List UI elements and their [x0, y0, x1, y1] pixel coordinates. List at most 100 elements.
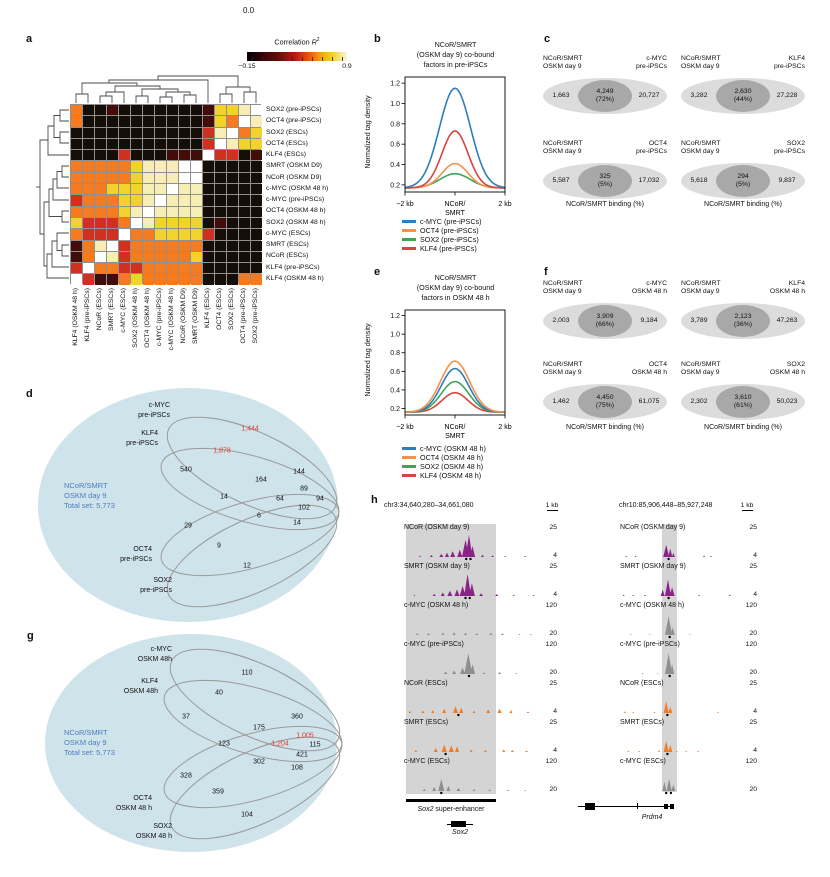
heatmap-cell	[167, 138, 178, 150]
track-signal	[403, 650, 545, 682]
heatmap-cell	[131, 184, 142, 195]
legend-entry: SOX2 (pre-iPSCs)	[402, 235, 482, 244]
heatmap-cell	[83, 161, 94, 172]
colorbar-max-label: 0.9	[342, 63, 352, 70]
track-scale-min: 20	[749, 669, 757, 676]
venn-count: 144	[293, 468, 305, 476]
legend-label: c-MYC (OSKM 48 h)	[420, 444, 486, 453]
heatmap-cell	[179, 274, 190, 285]
venn-right-count: 17,032	[638, 177, 660, 184]
heatmap-cell	[167, 184, 178, 195]
venn-overlap-ellipse	[716, 165, 770, 197]
heatmap-cell	[179, 195, 190, 206]
heatmap-cell	[227, 184, 238, 195]
venn-count: 12	[243, 562, 251, 570]
heatmap-cell	[227, 251, 238, 263]
heatmap-cell	[83, 240, 94, 251]
venn-header: NCoR/SMRT OSKM day 9 c-MYC pre-iPSCs	[543, 55, 667, 76]
heatmap-cell	[227, 195, 238, 206]
heatmap-cell	[119, 172, 130, 184]
legend-label: SOX2 (pre-iPSCs)	[420, 235, 479, 244]
heatmap-cell	[83, 138, 94, 150]
heatmap-cell	[155, 127, 166, 138]
heatmap-cell	[227, 229, 238, 240]
heatmap-cell	[155, 263, 166, 274]
heatmap-cell	[227, 161, 238, 172]
track-signal	[403, 689, 545, 721]
heatmap-cell	[83, 274, 94, 285]
scale-bar-line	[741, 510, 753, 511]
venn-overlap-count: 294 (5%)	[735, 173, 751, 188]
svg-text:1.2: 1.2	[390, 81, 400, 88]
heatmap-cell	[95, 150, 106, 161]
colorbar-min-label: −0.15	[238, 63, 256, 70]
venn-caption: NCoR/SMRT binding (%)	[704, 201, 782, 208]
heatmap-cell	[131, 263, 142, 274]
track-label: SMRT (OSKM day 9)	[620, 563, 686, 570]
heatmap-cell	[131, 150, 142, 161]
track-scale-max: 120	[745, 641, 757, 648]
heatmap-cell	[179, 206, 190, 217]
heatmap-cell	[239, 116, 250, 127]
heatmap-cell	[95, 217, 106, 229]
heatmap-col-label: KLF4 (OSKM 48 h)	[71, 288, 79, 346]
venn-left-label: NCoR/SMRT OSKM day 9	[543, 55, 583, 70]
legend-entry: OCT4 (OSKM 48 h)	[402, 453, 486, 462]
heatmap-cell	[179, 138, 190, 150]
venn-ellipses: 5,587 325 (5%) 17,032	[543, 161, 667, 201]
track-label: c-MYC (OSKM 48 h)	[404, 602, 469, 609]
heatmap-col-label: SOX2 (pre-iPSCs)	[251, 288, 259, 344]
track-scale-min: 20	[749, 630, 757, 637]
svg-text:0.6: 0.6	[390, 369, 400, 376]
heatmap-cell	[71, 229, 82, 240]
heatmap-cell	[131, 240, 142, 251]
track-label: NCoR (ESCs)	[404, 680, 448, 687]
panel-c-letter: c	[544, 33, 551, 45]
heatmap-cell	[251, 274, 262, 285]
heatmap-cell	[203, 161, 214, 172]
venn-set-label: KLF4 pre-iPSCs	[126, 430, 158, 447]
heatmap-cell	[155, 116, 166, 127]
venn-caption: NCoR/SMRT binding (%)	[704, 424, 782, 431]
track-label: c-MYC (ESCs)	[404, 758, 450, 765]
heatmap-cell	[107, 263, 118, 274]
heatmap-row-label: NCoR (ESCs)	[266, 252, 309, 260]
heatmap-cell	[191, 263, 202, 274]
heatmap-cell	[71, 184, 82, 195]
venn-right-label: c-MYC pre-iPSCs	[636, 55, 667, 70]
svg-text:0.4: 0.4	[390, 387, 400, 394]
heatmap-cell	[203, 263, 214, 274]
venn-overlap-ellipse	[716, 386, 770, 418]
heatmap-cell	[215, 274, 226, 285]
heatmap-cell	[95, 240, 106, 251]
correlation-heatmap	[70, 104, 262, 285]
heatmap-cell	[107, 217, 118, 229]
heatmap-cell	[179, 161, 190, 172]
heatmap-cell	[227, 217, 238, 229]
heatmap-cell	[155, 161, 166, 172]
venn-count: 540	[180, 466, 192, 474]
heatmap-cell	[71, 274, 82, 285]
heatmap-row-label: SOX2 (OSKM 48 h)	[266, 218, 326, 226]
venn-header: NCoR/SMRT OSKM day 9 OCT4 OSKM 48 h	[543, 361, 667, 382]
heatmap-cell	[155, 150, 166, 161]
venn-left-count: 3,789	[690, 317, 708, 324]
venn-diagram: NCoR/SMRT OSKM day 9 c-MYC pre-iPSCs 1,663 4,…	[543, 55, 667, 116]
track-scale-max: 120	[545, 641, 557, 648]
heatmap-cell	[119, 138, 130, 150]
venn-overlap-ellipse	[716, 80, 770, 112]
heatmap-cell	[203, 274, 214, 285]
legend-color-line	[402, 465, 416, 468]
venn-count: 302	[253, 758, 265, 766]
heatmap-cell	[251, 150, 262, 161]
heatmap-cell	[71, 161, 82, 172]
venn-ellipses: 2,003 3,909 (66%) 9,184	[543, 301, 667, 341]
heatmap-col-label: SMRT (OSKM D9)	[191, 288, 199, 345]
svg-text:0.4: 0.4	[390, 162, 400, 169]
heatmap-cell	[107, 206, 118, 217]
venn-right-count: 9,184	[640, 317, 658, 324]
venn-right-count: 50,023	[776, 398, 798, 405]
track-scale-max: 25	[549, 680, 557, 687]
legend-color-line	[402, 247, 416, 250]
